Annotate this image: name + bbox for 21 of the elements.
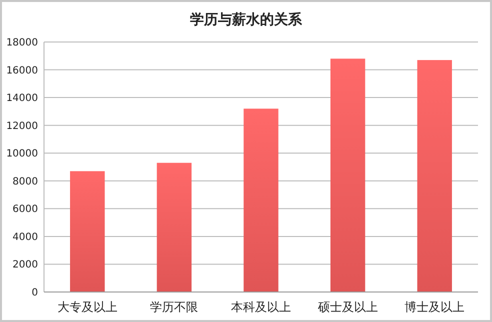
chart-title: 学历与薪水的关系 — [190, 11, 303, 28]
x-tick-label: 大专及以上 — [57, 300, 118, 314]
y-tick-label: 2000 — [12, 260, 38, 271]
x-tick-label: 学历不限 — [150, 300, 198, 314]
y-tick-label: 16000 — [6, 65, 38, 76]
y-tick-label: 0 — [32, 288, 38, 298]
x-tick-label: 硕士及以上 — [316, 300, 378, 314]
bar — [417, 60, 452, 292]
bar — [70, 171, 105, 292]
y-tick-label: 10000 — [6, 148, 38, 160]
y-tick-label: 14000 — [6, 93, 38, 104]
y-tick-label: 8000 — [12, 176, 38, 188]
x-tick-label: 本科及以上 — [231, 300, 291, 314]
x-tick-label: 博士及以上 — [404, 300, 465, 314]
bar — [244, 108, 278, 292]
y-tick-label: 18000 — [6, 38, 38, 48]
y-tick-label: 4000 — [12, 232, 38, 243]
y-tick-label: 12000 — [6, 120, 38, 132]
bar — [330, 58, 366, 292]
y-tick-label: 6000 — [12, 204, 38, 216]
bar — [156, 162, 192, 292]
